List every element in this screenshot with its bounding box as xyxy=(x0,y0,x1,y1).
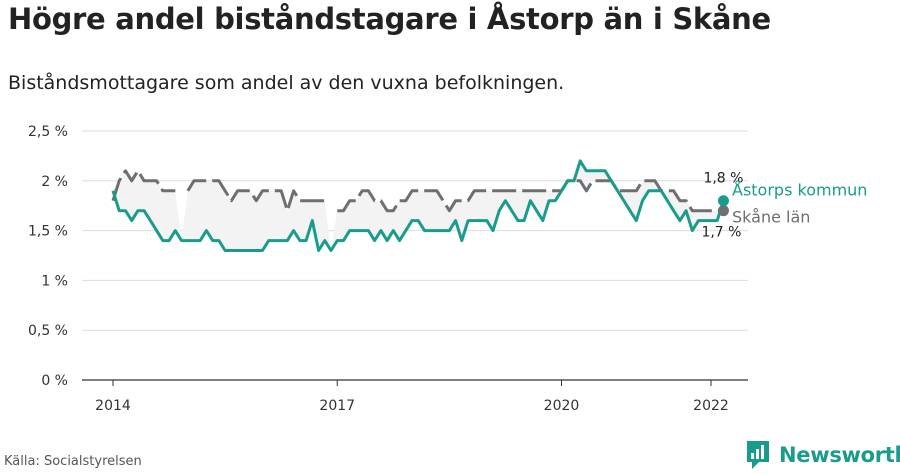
x-tick-label: 2014 xyxy=(95,398,131,414)
astorp-end-point xyxy=(717,195,729,207)
skane-end-point xyxy=(717,205,729,217)
source-note: Källa: Socialstyrelsen xyxy=(4,454,142,469)
x-tick-label: 2017 xyxy=(319,398,355,414)
y-tick-label: 2 % xyxy=(41,174,68,190)
skane-end-value: 1,7 % xyxy=(701,225,741,241)
x-tick-label: 2022 xyxy=(693,398,729,414)
y-tick-label: 2,5 % xyxy=(28,124,68,140)
chart-title: Högre andel biståndstagare i Åstorp än i… xyxy=(8,2,771,36)
difference-band xyxy=(113,160,724,251)
x-tick-label: 2020 xyxy=(544,398,580,414)
astorp-end-value: 1,8 % xyxy=(703,171,743,187)
y-tick-label: 0,5 % xyxy=(28,323,68,339)
y-tick-label: 1,5 % xyxy=(28,224,68,240)
astorp-series-line xyxy=(111,159,725,252)
newsworthy-logo: Newsworthy xyxy=(745,440,900,470)
bar-chart-icon xyxy=(747,441,769,469)
skane-series-line xyxy=(111,169,724,213)
chart-subtitle: Biståndsmottagare som andel av den vuxna… xyxy=(8,72,565,94)
brand-name: Newsworthy xyxy=(779,443,900,467)
astorp-series-label: Åstorps kommun xyxy=(732,181,867,200)
skane-series-label: Skåne län xyxy=(732,208,810,227)
y-tick-label: 1 % xyxy=(41,273,68,289)
y-tick-label: 0 % xyxy=(41,373,68,389)
